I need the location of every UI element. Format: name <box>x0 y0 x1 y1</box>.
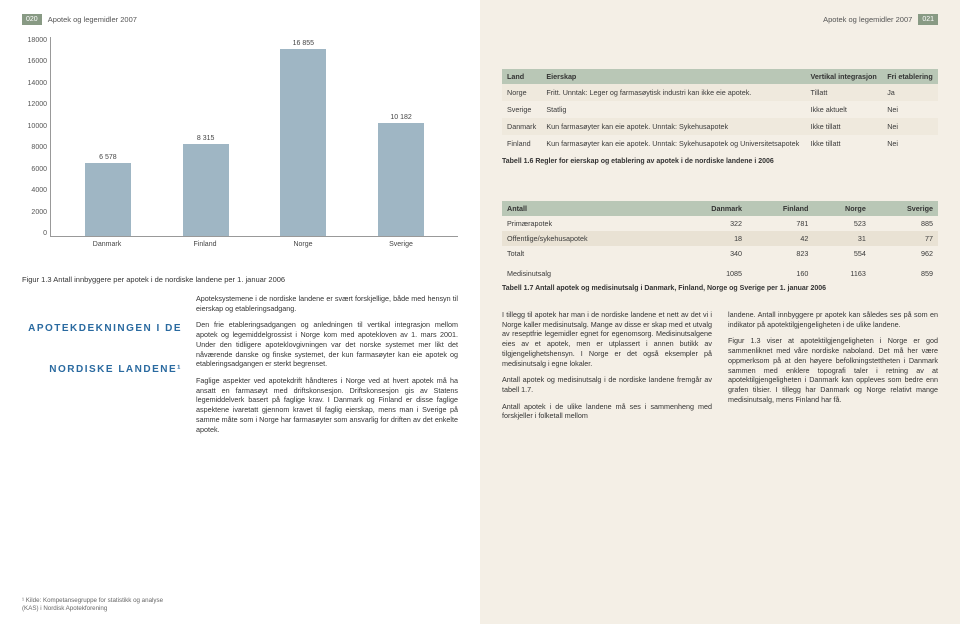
page-number-right: 021 <box>918 14 938 25</box>
bar-col: 16 855 <box>273 40 333 236</box>
section-title-block: APOTEKDEKNINGEN I DE NORDISKE LANDENE¹ <box>22 294 182 441</box>
body-text: Apoteksystemene i de nordiske landene er… <box>196 294 458 441</box>
table2-caption: Tabell 1.7 Antall apotek og medisinutsal… <box>502 285 938 292</box>
page-number-left: 020 <box>22 14 42 25</box>
table-ownership: Land Eierskap Vertikal integrasjon Fri e… <box>502 69 938 152</box>
bar-value-label: 10 182 <box>390 114 411 121</box>
bars-container: 6 578 8 315 16 855 10 182 <box>51 37 458 236</box>
figure-caption: Figur 1.3 Antall innbyggere per apotek i… <box>22 275 458 284</box>
bar-value-label: 16 855 <box>293 40 314 47</box>
page-right: Apotek og legemidler 2007 021 Land Eiers… <box>480 0 960 624</box>
right-col-1: I tillegg til apotek har man i de nordis… <box>502 310 712 428</box>
bar <box>378 123 424 236</box>
bar <box>183 144 229 236</box>
header-left: 020 Apotek og legemidler 2007 <box>22 14 458 25</box>
bar-col: 6 578 <box>78 154 138 236</box>
x-axis-labels: Danmark Finland Norge Sverige <box>50 241 458 248</box>
bar <box>280 49 326 236</box>
para-2: Den frie etableringsadgangen og anlednin… <box>196 320 458 369</box>
page-left: 020 Apotek og legemidler 2007 18000 1600… <box>0 0 480 624</box>
table-row: NorgeFritt. Unntak: Leger og farmasøytis… <box>502 84 938 101</box>
table-row: DanmarkKun farmasøyter kan eie apotek. U… <box>502 118 938 135</box>
section-title-line2: NORDISKE LANDENE¹ <box>22 363 182 376</box>
right-p2: Antall apotek og medisinutsalg i de nord… <box>502 375 712 394</box>
right-col-2: landene. Antall innbyggere pr apotek kan… <box>728 310 938 428</box>
right-p5: Figur 1.3 viser at apotektilgjengelighet… <box>728 336 938 404</box>
table-row: Land Eierskap Vertikal integrasjon Fri e… <box>502 69 938 84</box>
table-row: Primærapotek322781523885 <box>502 216 938 231</box>
footnote: ¹ Kilde: Kompetansegruppe for statistikk… <box>22 597 172 612</box>
table1-caption: Tabell 1.6 Regler for eierskap og etable… <box>502 158 938 165</box>
table-row: Medisinutsalg10851601163859 <box>502 261 938 281</box>
table-row: Totalt340823554962 <box>502 246 938 261</box>
table-row: Offentlige/sykehusapotek18423177 <box>502 231 938 246</box>
bar-col: 10 182 <box>371 114 431 236</box>
doc-title-right: Apotek og legemidler 2007 <box>823 15 912 24</box>
para-1: Apoteksystemene i de nordiske landene er… <box>196 294 458 313</box>
section-title-line1: APOTEKDEKNINGEN I DE <box>22 322 182 335</box>
text-block: APOTEKDEKNINGEN I DE NORDISKE LANDENE¹ A… <box>22 294 458 441</box>
right-p1: I tillegg til apotek har man i de nordis… <box>502 310 712 368</box>
header-right: Apotek og legemidler 2007 021 <box>502 14 938 25</box>
table-row: FinlandKun farmasøyter kan eie apotek. U… <box>502 135 938 152</box>
bar <box>85 163 131 236</box>
bar-value-label: 8 315 <box>197 135 215 142</box>
table-row: SverigeStatligIkke aktueltNei <box>502 101 938 118</box>
table-row: Antall Danmark Finland Norge Sverige <box>502 201 938 216</box>
right-p3: Antall apotek i de ulike landene må ses … <box>502 402 712 421</box>
bar-value-label: 6 578 <box>99 154 117 161</box>
y-axis: 18000 16000 14000 12000 10000 8000 6000 … <box>22 37 50 237</box>
bar-chart: 18000 16000 14000 12000 10000 8000 6000 … <box>22 37 458 267</box>
para-3: Faglige aspekter ved apotekdrift håndter… <box>196 376 458 434</box>
table-counts: Antall Danmark Finland Norge Sverige Pri… <box>502 201 938 281</box>
right-body-columns: I tillegg til apotek har man i de nordis… <box>502 310 938 428</box>
plot-area: 6 578 8 315 16 855 10 182 <box>50 37 458 237</box>
bar-col: 8 315 <box>176 135 236 236</box>
doc-title-left: Apotek og legemidler 2007 <box>48 15 137 24</box>
right-p4: landene. Antall innbyggere pr apotek kan… <box>728 310 938 329</box>
